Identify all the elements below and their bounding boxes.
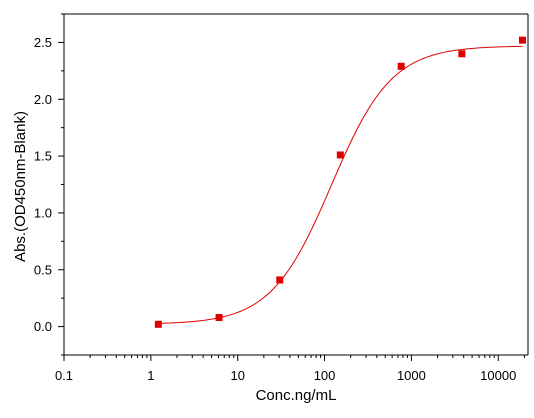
data-points: [154, 36, 526, 328]
axes: [63, 13, 529, 356]
y-tick-label: 0.5: [34, 262, 52, 277]
x-axis-ticks: [63, 355, 525, 361]
x-tick-label: 100: [314, 368, 336, 383]
x-tick-label: 1000: [397, 368, 426, 383]
fit-curve: [158, 45, 523, 324]
y-axis-ticks: [58, 13, 64, 356]
y-tick-label: 2.0: [34, 92, 52, 107]
x-tick-label: 10: [230, 368, 244, 383]
x-tick-label: 0.1: [55, 368, 73, 383]
y-axis-tick-labels: 0.0 0.5 1.0 1.5 2.0 2.5: [34, 35, 52, 334]
data-point: [215, 313, 223, 321]
data-point: [276, 276, 284, 284]
x-tick-label: 10000: [480, 368, 516, 383]
y-axis-title: Abs.(OD450nm-Blank): [12, 111, 29, 262]
y-tick-label: 1.5: [34, 149, 52, 164]
data-point: [154, 320, 162, 328]
x-axis-title: Conc.ng/mL: [256, 387, 337, 404]
x-axis-tick-labels: 0.1 1 10 100 1000 10000: [55, 368, 516, 383]
data-point: [458, 50, 466, 58]
y-tick-label: 1.0: [34, 205, 52, 220]
data-point: [336, 151, 344, 159]
x-tick-label: 1: [147, 368, 154, 383]
y-tick-label: 0.0: [34, 319, 52, 334]
data-point: [397, 62, 405, 70]
y-tick-label: 2.5: [34, 35, 52, 50]
data-point: [518, 36, 526, 44]
